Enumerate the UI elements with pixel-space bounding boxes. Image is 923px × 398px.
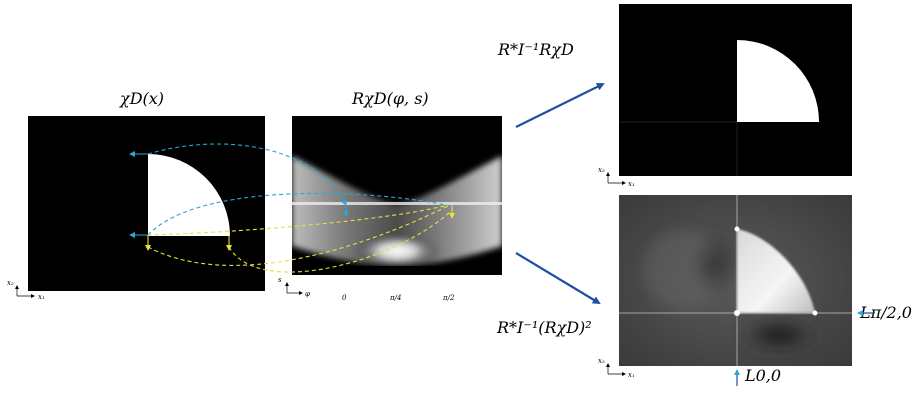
yellow-small-arrows bbox=[145, 205, 455, 251]
axis-indicator-left bbox=[15, 285, 35, 298]
label-chi-d: χD(x) bbox=[120, 89, 165, 108]
axis-x1-bottom-right: x₁ bbox=[628, 371, 635, 379]
axis-s: s bbox=[278, 276, 282, 284]
cyan-projection-lines bbox=[147, 143, 451, 236]
label-line-pi2: Lπ/2,0 bbox=[860, 303, 912, 322]
axis-x1-left: x₁ bbox=[38, 293, 45, 301]
arrow-to-top-reconstruction bbox=[515, 83, 605, 128]
axis-indicator-sinogram bbox=[285, 282, 303, 295]
arrow-to-bottom-reconstruction bbox=[515, 252, 601, 305]
label-radon-transform: RχD(φ, s) bbox=[352, 89, 429, 108]
label-reconstruction-bottom: R*I⁻¹(RχD)² bbox=[497, 318, 592, 337]
axis-x1-top-right: x₁ bbox=[628, 180, 635, 188]
cyan-small-arrows bbox=[129, 151, 349, 238]
axis-x2-bottom-right: x₂ bbox=[598, 357, 605, 365]
quarter-disk-image bbox=[148, 154, 230, 236]
panel-characteristic-function bbox=[28, 116, 265, 291]
tick-pi4: π/4 bbox=[390, 294, 402, 302]
tick-0: 0 bbox=[342, 294, 347, 302]
axis-x2-top-right: x₂ bbox=[598, 166, 605, 174]
reconstruction-artifact-image bbox=[619, 195, 852, 366]
tick-pi2: π/2 bbox=[443, 294, 455, 302]
axis-phi: φ bbox=[305, 290, 310, 298]
label-reconstruction-top: R*I⁻¹RχD bbox=[498, 40, 574, 59]
axis-x2-left: x₂ bbox=[7, 279, 14, 287]
yellow-projection-lines bbox=[147, 204, 453, 273]
panel-reconstruction-top bbox=[619, 4, 852, 176]
reconstruction-quarter-disk bbox=[619, 40, 819, 176]
panel-reconstruction-artifacts bbox=[619, 195, 852, 366]
axis-indicator-top-right bbox=[606, 172, 626, 185]
label-line-00: L0,0 bbox=[745, 366, 782, 385]
axis-indicator-bottom-right bbox=[606, 363, 626, 376]
